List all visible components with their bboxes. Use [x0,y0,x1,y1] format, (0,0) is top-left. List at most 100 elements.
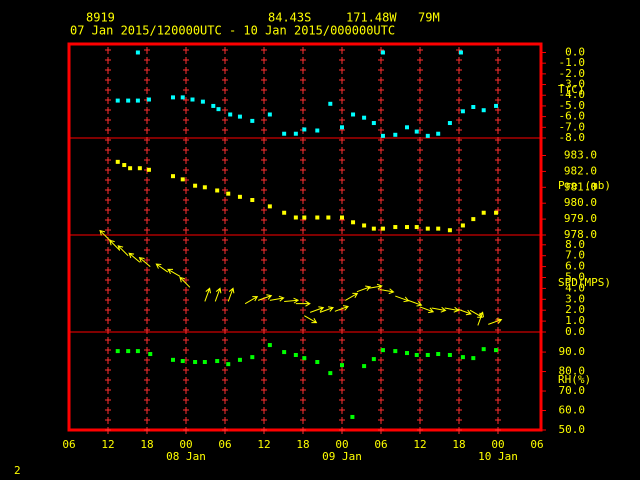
data-point [237,114,242,119]
date-label: 08 Jan [166,450,206,463]
wind-arrow [344,292,359,301]
wind-arrow [167,268,181,277]
station-id: 8919 [86,11,115,25]
data-point [267,204,272,209]
data-point [481,210,486,215]
data-point [202,360,207,365]
period: 07 Jan 2015/120000UTC - 10 Jan 2015/0000… [70,24,395,38]
wind-arrow [488,318,503,325]
wind-arrow [138,256,151,267]
latitude: 84.43S [268,11,311,25]
grid-line [456,47,462,434]
x-tick-label: 18 [140,438,153,451]
data-point [340,215,344,220]
wind-arrow [334,305,349,312]
data-point [215,359,220,364]
wind-arrow [304,315,318,324]
data-point [371,226,376,231]
y-tick-label: 3.0 [565,292,585,305]
y-tick-label: 50.0 [559,423,586,436]
data-point [226,362,231,367]
y-tick-label: 0.0 [565,45,585,58]
data-point [458,50,463,55]
data-point [494,348,499,353]
y-tick-label: 80.0 [559,365,586,378]
data-point [340,363,344,368]
data-point [494,103,499,108]
y-tick-label: 982.0 [564,164,597,177]
data-point [180,95,185,100]
data-point [328,101,333,106]
data-point [405,225,409,230]
grid-line [105,47,111,434]
data-point [171,95,175,100]
elevation: 79M [418,11,440,25]
longitude: 171.48W [346,11,397,25]
data-point [193,360,198,365]
data-point [447,352,452,357]
x-tick-label: 12 [413,438,426,451]
x-tick-label: 12 [101,438,114,451]
wind-arrow [319,306,334,313]
data-point [414,352,419,357]
panel-label: Pre (mb) [558,179,611,192]
grid-line [183,47,189,434]
y-tick-label: 978.0 [564,228,597,241]
data-point [328,371,333,376]
wind-arrow [356,285,372,293]
panel-label: SPD(MPS) [558,276,611,289]
data-point [481,108,486,113]
data-point [351,112,356,117]
data-point [282,210,287,215]
wind-arrow [204,287,211,302]
panel-label: T(C) [558,83,585,96]
y-tick-label: 983.0 [564,148,597,161]
data-point [362,223,367,228]
wind-arrow [155,263,169,273]
data-point [146,97,151,102]
data-point [250,118,255,123]
wind-arrow [214,287,222,302]
data-point [481,347,486,352]
grid-line [261,47,267,434]
y-tick-label: 70.0 [559,384,586,397]
y-tick-label: 979.0 [564,212,597,225]
data-point [190,97,195,102]
data-point [380,133,385,138]
x-tick-label: 12 [257,438,270,451]
data-point [237,194,242,199]
y-tick-label: 1.0 [565,314,585,327]
data-point [171,174,175,179]
data-point [180,177,185,182]
data-point [315,215,320,220]
y-tick-label: 0.0 [565,325,585,338]
y-tick-label: -1.0 [559,56,586,69]
data-point [436,352,441,357]
data-point [393,132,398,137]
data-point [171,357,175,362]
data-point [137,166,142,171]
wind-arrow [379,288,395,295]
y-tick-label: 980.0 [564,196,597,209]
y-tick-label: -4.0 [559,88,586,101]
y-tick-label: 6.0 [565,260,585,273]
y-tick-label: 7.0 [565,249,585,262]
data-point [436,226,441,231]
data-point [250,355,255,360]
wind-arrow [257,294,273,301]
data-point [135,50,140,55]
data-point [380,348,385,353]
data-point [135,98,140,103]
data-point [115,349,120,354]
y-tick-label: 8.0 [565,238,585,251]
data-point [202,185,207,190]
y-tick-label: 981.0 [564,180,597,193]
data-point [146,167,151,172]
data-point [340,125,344,130]
wind-arrow [244,296,259,305]
y-tick-label: 2.0 [565,303,585,316]
data-point [460,355,465,360]
data-point [250,198,255,203]
data-point [471,105,476,109]
